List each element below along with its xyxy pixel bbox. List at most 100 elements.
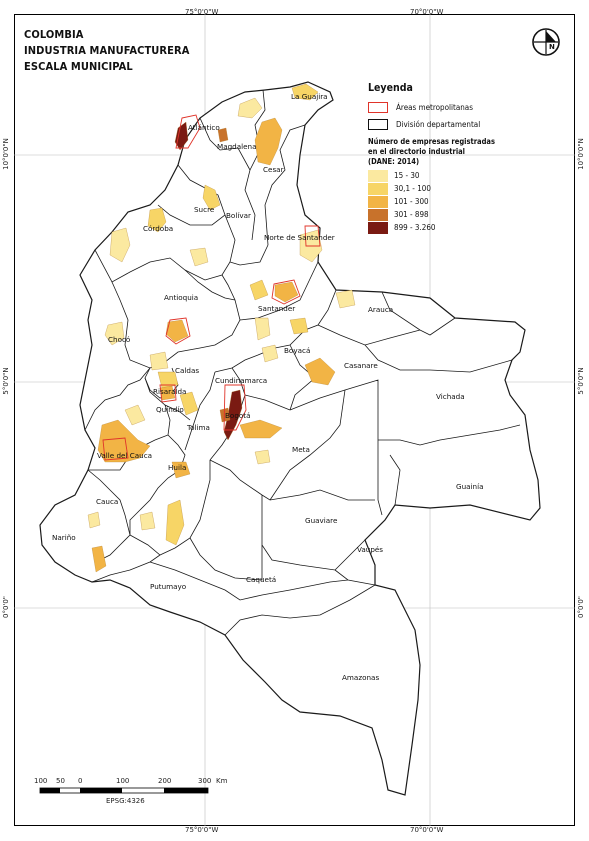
scale-tick: 50 — [56, 777, 65, 785]
boundary — [87, 469, 131, 561]
class-patch — [165, 319, 189, 343]
department-labels: La Guajira Atlántico Magdalena Cesar Suc… — [52, 92, 483, 682]
dept-label: Norte de Santander — [264, 233, 335, 242]
class-patch — [97, 419, 151, 463]
tick-left-5n: 5°0'0"N — [2, 367, 10, 395]
north-arrow-letter: N — [549, 43, 555, 51]
legend-dept-row: División departamental — [368, 117, 538, 131]
legend-class-row: 899 - 3.260 — [368, 221, 538, 234]
map-title: COLOMBIA INDUSTRIA MANUFACTURERA ESCALA … — [24, 27, 190, 75]
legend: Leyenda Áreas metropolitanas División de… — [368, 82, 538, 234]
legend-class-row: 101 - 300 — [368, 195, 538, 208]
title-line: ESCALA MUNICIPAL — [24, 60, 133, 73]
boundary — [289, 379, 383, 516]
scale-unit: Km — [216, 777, 228, 785]
class-patch — [202, 184, 221, 211]
dept-label: Valle del Cauca — [97, 451, 152, 460]
boundary — [91, 554, 161, 583]
class-patch — [261, 344, 279, 363]
dept-swatch — [368, 118, 388, 130]
metro-area — [175, 114, 201, 149]
tick-left-10n: 10°0'0"N — [2, 138, 10, 170]
class-patch — [179, 391, 199, 416]
department-boundaries — [84, 89, 521, 636]
dept-label: Bolívar — [226, 211, 251, 220]
class-patch — [237, 97, 263, 119]
dept-label: Caquetá — [246, 575, 276, 584]
dept-label: Córdoba — [143, 224, 173, 233]
boundary — [378, 424, 521, 446]
dept-label: Atlántico — [188, 123, 220, 132]
class-label: 301 - 898 — [394, 210, 429, 219]
epsg-label: EPSG:4326 — [106, 797, 145, 805]
boundary — [264, 124, 306, 246]
boundary — [129, 434, 186, 535]
class-patch — [87, 511, 101, 529]
class-patch — [109, 227, 131, 263]
dept-label: Amazonas — [342, 673, 379, 682]
legend-dept-label: División departamental — [396, 119, 481, 129]
dept-label: Vichada — [436, 392, 465, 401]
metro-area — [102, 437, 129, 461]
metro-area — [271, 279, 301, 305]
dept-label: La Guajira — [291, 92, 328, 101]
scale-tick: 100 — [116, 777, 130, 785]
metro-area — [304, 225, 321, 247]
heading-line: (DANE: 2014) — [368, 157, 420, 166]
legend-metro-row: Áreas metropolitanas — [368, 100, 538, 114]
metropolitan-areas — [102, 114, 321, 461]
boundary — [389, 454, 401, 506]
dept-label: Meta — [292, 445, 310, 454]
north-arrow-icon: N — [532, 28, 560, 56]
metro-area — [165, 317, 191, 345]
tick-top-70w: 70°0'0"W — [410, 8, 444, 16]
dept-label: Nariño — [52, 533, 76, 542]
boundary — [244, 89, 266, 241]
class-label: 899 - 3.260 — [394, 223, 436, 232]
class-patch — [291, 83, 319, 101]
scale-tick: 300 — [198, 777, 212, 785]
boundary — [149, 561, 349, 601]
dept-label: Huila — [168, 463, 186, 472]
class-swatch — [368, 221, 388, 234]
class-patch — [249, 279, 269, 301]
dept-label: Casanare — [344, 361, 378, 370]
class-swatch — [368, 208, 388, 221]
dept-label: Magdalena — [217, 142, 257, 151]
legend-class-row: 15 - 30 — [368, 169, 538, 182]
tick-right-0: 0°0'0" — [577, 596, 585, 619]
metro-swatch — [368, 101, 388, 113]
class-patch — [149, 351, 169, 371]
dept-label: Bogotá — [225, 411, 251, 420]
scale-tick: 200 — [158, 777, 172, 785]
title-line: INDUSTRIA MANUFACTURERA — [24, 44, 190, 57]
class-patch — [304, 357, 336, 386]
boundary — [364, 344, 513, 373]
dept-label: Risaralda — [153, 387, 186, 396]
dept-label: Tolima — [186, 423, 210, 432]
title-line: COLOMBIA — [24, 28, 84, 41]
tick-right-5n: 5°0'0"N — [577, 367, 585, 395]
scale-tick: 0 — [78, 777, 83, 785]
dept-label: Putumayo — [150, 582, 186, 591]
dept-label: Cesar — [263, 165, 284, 174]
metro-area — [223, 384, 247, 431]
boundary — [184, 371, 216, 451]
scale-tick: 100 — [34, 777, 48, 785]
dept-label: Boyacá — [284, 346, 310, 355]
tick-right-10n: 10°0'0"N — [577, 138, 585, 170]
class-patch — [124, 404, 146, 426]
map-frame — [14, 14, 575, 826]
class-patch — [104, 321, 125, 346]
dept-label: Sucre — [194, 205, 215, 214]
class-patch — [219, 407, 231, 423]
class-patch — [239, 419, 283, 439]
boundary — [244, 394, 291, 411]
dept-label: Guainía — [456, 482, 483, 491]
class-patch — [147, 207, 167, 233]
legend-title: Leyenda — [368, 82, 413, 94]
dept-label: Cundinamarca — [215, 376, 267, 385]
class-patch — [157, 371, 179, 389]
class-patch — [171, 461, 191, 479]
legend-class-row: 30,1 - 100 — [368, 182, 538, 195]
